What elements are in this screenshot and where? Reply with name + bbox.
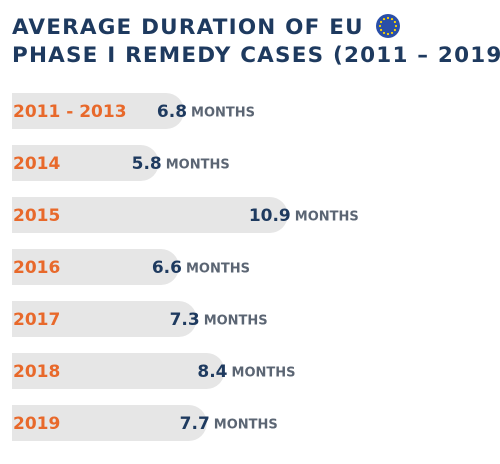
bar-row: 2016 6.6 MONTHS bbox=[12, 249, 250, 285]
eu-star bbox=[383, 17, 386, 21]
category-label: 2016 bbox=[13, 258, 60, 278]
bar bbox=[12, 301, 197, 337]
chart-title-line-2: PHASE I REMEDY CASES (2011 – 2019) bbox=[12, 43, 500, 68]
eu-flag-icon bbox=[376, 14, 401, 38]
unit-label: MONTHS bbox=[214, 418, 278, 433]
eu-star bbox=[394, 28, 397, 32]
eu-star bbox=[379, 24, 382, 28]
eu-star bbox=[380, 28, 383, 32]
bar bbox=[12, 197, 288, 233]
unit-label: MONTHS bbox=[186, 262, 250, 277]
category-label: 2018 bbox=[13, 362, 60, 382]
bar bbox=[12, 249, 179, 285]
bar-row: 2015 10.9 MONTHS bbox=[12, 197, 359, 233]
value-label: 8.4 bbox=[197, 362, 227, 382]
unit-label: MONTHS bbox=[232, 366, 296, 381]
value-label: 7.7 bbox=[180, 414, 210, 434]
eu-star bbox=[391, 31, 394, 35]
category-label: 2015 bbox=[13, 206, 60, 226]
chart-title: AVERAGE DURATION OF EU PHASE I REMEDY CA… bbox=[12, 14, 500, 70]
eu-star bbox=[391, 17, 394, 21]
eu-star bbox=[394, 20, 397, 24]
eu-star bbox=[380, 20, 383, 24]
eu-star bbox=[387, 16, 390, 20]
value-label: 6.6 bbox=[152, 258, 182, 278]
bar bbox=[12, 145, 159, 181]
bar-row: 2011 - 2013 6.8 MONTHS bbox=[12, 93, 255, 129]
bar-row: 2017 7.3 MONTHS bbox=[12, 301, 268, 337]
bar bbox=[12, 353, 225, 389]
unit-label: MONTHS bbox=[295, 210, 359, 225]
eu-star bbox=[383, 31, 386, 35]
value-label: 7.3 bbox=[170, 310, 200, 330]
unit-label: MONTHS bbox=[204, 314, 268, 329]
bar bbox=[12, 93, 185, 129]
category-label: 2019 bbox=[13, 414, 60, 434]
bar bbox=[12, 405, 207, 441]
value-label: 6.8 bbox=[157, 102, 187, 122]
eu-star bbox=[387, 32, 390, 36]
category-label: 2011 - 2013 bbox=[13, 102, 127, 122]
bar-row: 2014 5.8 MONTHS bbox=[12, 145, 230, 181]
unit-label: MONTHS bbox=[166, 158, 230, 173]
value-label: 10.9 bbox=[249, 206, 291, 226]
value-label: 5.8 bbox=[132, 154, 162, 174]
bar-row: 2018 8.4 MONTHS bbox=[12, 353, 296, 389]
category-label: 2017 bbox=[13, 310, 60, 330]
eu-star bbox=[395, 24, 398, 28]
bar-row: 2019 7.7 MONTHS bbox=[12, 405, 278, 441]
unit-label: MONTHS bbox=[191, 106, 255, 121]
chart-title-line-1: AVERAGE DURATION OF EU bbox=[12, 15, 364, 40]
category-label: 2014 bbox=[13, 154, 60, 174]
